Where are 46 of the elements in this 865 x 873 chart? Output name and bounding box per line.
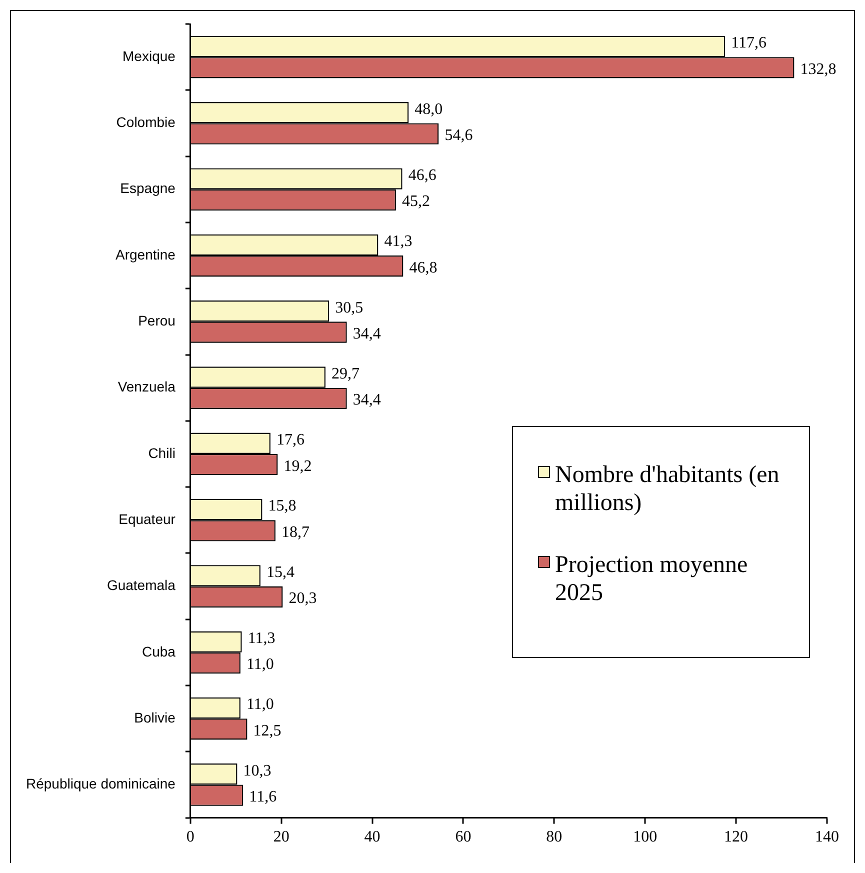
- x-tick-label: 40: [364, 828, 380, 846]
- data-label: 30,5: [335, 299, 364, 316]
- x-tick-label: 20: [273, 828, 290, 846]
- data-label: 48,0: [414, 100, 443, 118]
- y-tick-label: Mexique: [122, 48, 176, 64]
- data-label: 18,7: [281, 524, 310, 541]
- y-tick-label: Espagne: [120, 180, 176, 196]
- data-label: 15,8: [268, 498, 296, 515]
- legend-label: Nombre d'habitants (en millions): [555, 461, 780, 517]
- data-label: 46,6: [408, 166, 436, 184]
- data-label: 15,4: [266, 564, 294, 581]
- x-tick-label: 140: [815, 828, 839, 846]
- y-tick-label: Chili: [148, 444, 176, 461]
- x-tick-label: 60: [455, 828, 472, 846]
- data-label: 11,0: [246, 656, 274, 674]
- x-tick-label: 0: [186, 828, 194, 846]
- y-tick-label: Colombie: [116, 114, 176, 130]
- data-label: 20,3: [288, 590, 317, 608]
- data-label: 17,6: [276, 432, 304, 449]
- data-label: 46,8: [409, 259, 438, 276]
- legend-label: Projection moyenne 2025: [555, 551, 749, 607]
- data-label: 54,6: [444, 127, 473, 144]
- data-label: 34,4: [352, 325, 381, 342]
- data-label: 117,6: [731, 34, 767, 52]
- data-label: 11,0: [246, 696, 274, 714]
- y-tick-label: Perou: [138, 312, 176, 329]
- data-label: 41,3: [384, 233, 412, 250]
- data-label: 132,8: [800, 60, 836, 78]
- y-tick-label: Equateur: [118, 510, 176, 527]
- x-tick-label: 80: [546, 828, 562, 846]
- data-label: 29,7: [331, 365, 360, 382]
- data-label: 12,5: [253, 722, 282, 740]
- y-tick-label: Venzuela: [118, 378, 176, 395]
- data-label: 11,6: [249, 788, 277, 806]
- y-tick-label: République dominicaine: [26, 776, 176, 792]
- y-tick-label: Cuba: [142, 643, 176, 660]
- x-tick-label: 100: [633, 828, 658, 846]
- data-label: 34,4: [352, 392, 381, 409]
- y-tick-label: Guatemala: [106, 577, 176, 594]
- data-label: 11,3: [248, 630, 276, 648]
- x-tick-label: 120: [724, 828, 748, 846]
- y-tick-label: Bolivie: [134, 709, 176, 726]
- data-label: 10,3: [243, 762, 272, 780]
- data-label: 19,2: [284, 458, 312, 475]
- data-label: 45,2: [402, 193, 430, 210]
- y-tick-label: Argentine: [115, 246, 176, 262]
